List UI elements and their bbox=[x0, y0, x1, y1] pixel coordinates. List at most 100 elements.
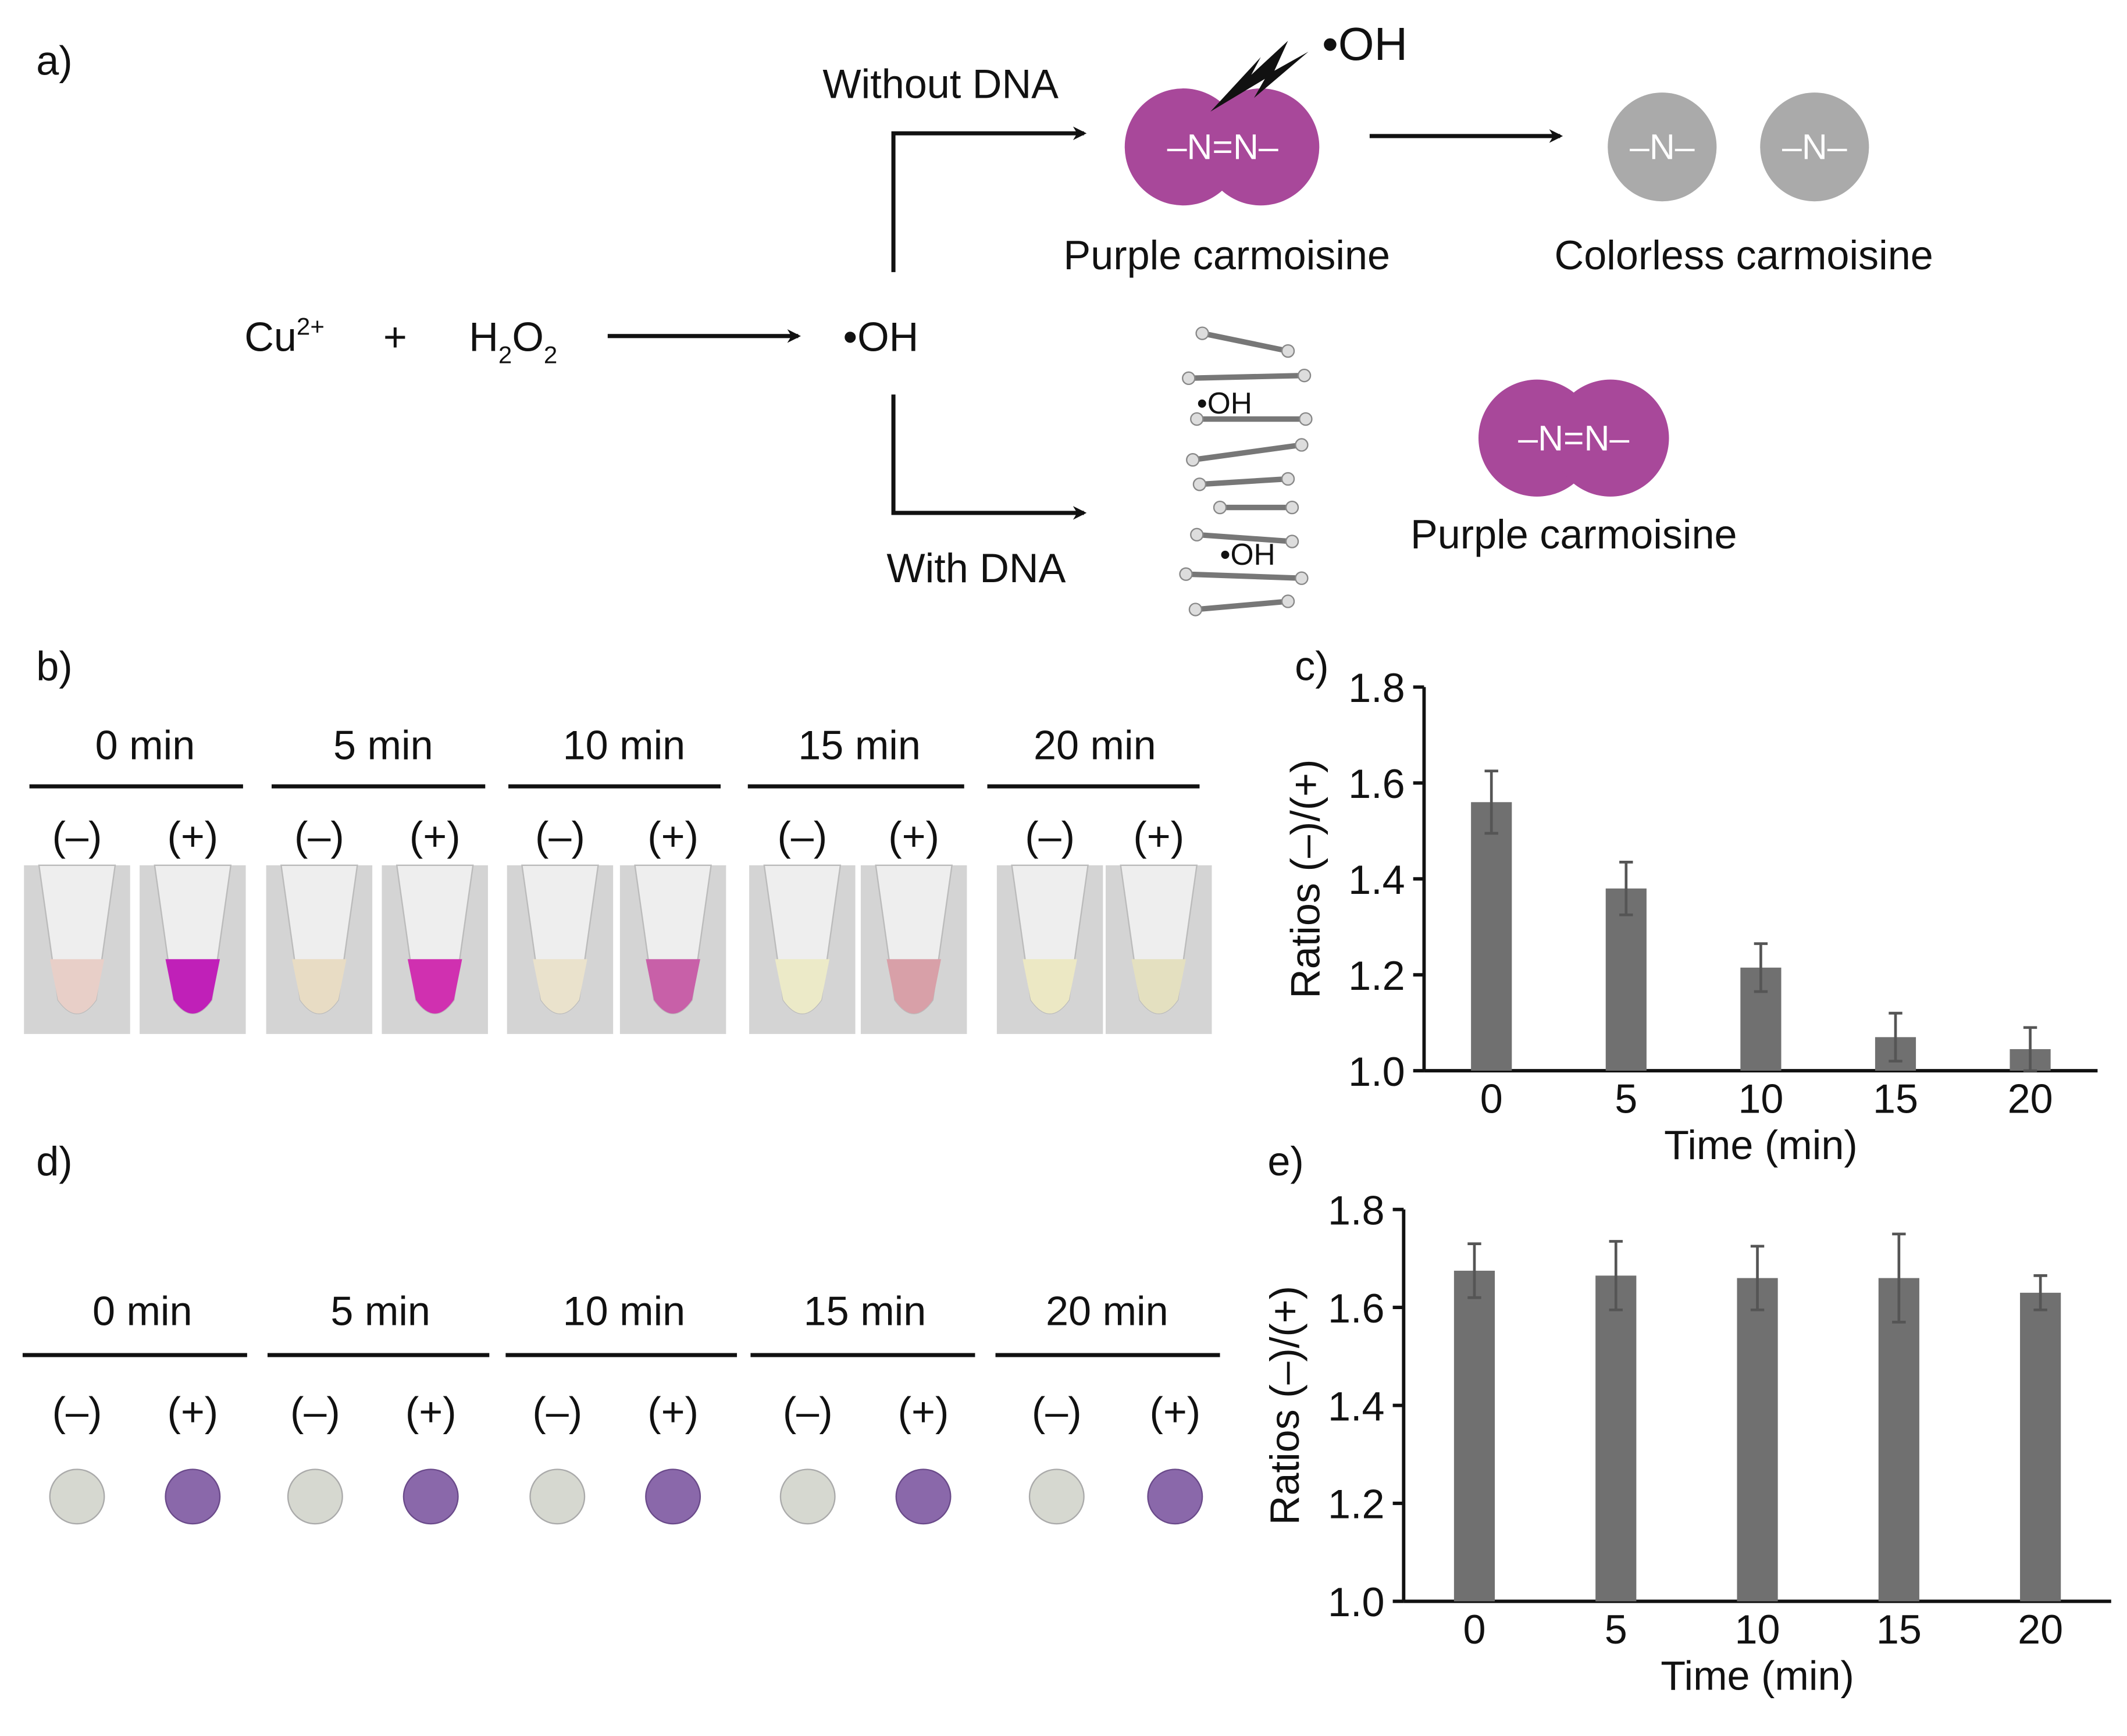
x-tick-label: 20 bbox=[2008, 1076, 2053, 1122]
y-tick-label: 1.2 bbox=[1348, 953, 1405, 999]
panel-label: b) bbox=[36, 643, 72, 689]
label: Purple carmoisine bbox=[1410, 511, 1737, 557]
arrow bbox=[891, 126, 1087, 272]
dna-base bbox=[1299, 412, 1313, 426]
spot bbox=[645, 1468, 701, 1525]
liquid bbox=[533, 959, 587, 1014]
dna-base bbox=[1285, 500, 1299, 515]
spot bbox=[49, 1468, 105, 1525]
fragment bbox=[1760, 92, 1869, 202]
dna-base bbox=[1295, 571, 1309, 585]
fragment-label: –N– bbox=[1630, 127, 1695, 167]
spot bbox=[1147, 1468, 1203, 1525]
x-tick-label: 5 bbox=[1605, 1606, 1627, 1652]
sign-label: (–) bbox=[783, 1389, 833, 1435]
sign-label: (+) bbox=[409, 813, 461, 859]
sign-label: (–) bbox=[52, 813, 102, 859]
time-label: 0 min bbox=[95, 722, 195, 768]
x-tick-label: 20 bbox=[2018, 1606, 2063, 1652]
sign-label: (–) bbox=[1032, 1389, 1082, 1435]
error-bar bbox=[1619, 861, 1633, 917]
panel-label: e) bbox=[1267, 1138, 1303, 1184]
y-tick-label: 1.6 bbox=[1348, 761, 1405, 807]
label: With DNA bbox=[886, 545, 1066, 591]
dna bbox=[1179, 326, 1313, 616]
label: Without DNA bbox=[822, 60, 1059, 106]
azo: –N=N– bbox=[1167, 127, 1278, 167]
label: Colorless carmoisine bbox=[1555, 232, 1933, 278]
sign-label: (–) bbox=[290, 1389, 340, 1435]
dna-base bbox=[1295, 438, 1309, 452]
sign-label: (+) bbox=[647, 1389, 699, 1435]
x-tick-label: 0 bbox=[1480, 1076, 1503, 1122]
sign-label: (+) bbox=[167, 1389, 218, 1435]
dna-rung bbox=[1192, 442, 1302, 463]
dna-base bbox=[1179, 567, 1193, 581]
radical: •OH bbox=[1322, 18, 1408, 70]
bar bbox=[1605, 888, 1647, 1071]
dna-rung bbox=[1188, 372, 1305, 382]
liquid bbox=[1131, 959, 1187, 1014]
dna-base bbox=[1192, 477, 1207, 491]
dna-rung bbox=[1196, 532, 1292, 544]
x-tick-label: 10 bbox=[1738, 1076, 1783, 1122]
panel-labels: a) b) c) d) e) bbox=[36, 38, 1328, 1185]
dna-base bbox=[1281, 594, 1295, 608]
y-tick-label: 1.2 bbox=[1328, 1481, 1385, 1527]
error-bar bbox=[1754, 942, 1768, 993]
time-label: 20 min bbox=[1034, 722, 1156, 768]
lightning bbox=[1210, 41, 1309, 112]
bar bbox=[1737, 1278, 1778, 1602]
y-tick-label: 1.4 bbox=[1328, 1383, 1385, 1429]
sign-label: (–) bbox=[532, 1389, 582, 1435]
sign-label: (+) bbox=[647, 813, 699, 859]
liquid bbox=[165, 959, 220, 1014]
time-label: 0 min bbox=[92, 1288, 193, 1334]
text: O bbox=[512, 314, 544, 360]
sign-label: (+) bbox=[167, 813, 218, 859]
molecule bbox=[1202, 88, 1320, 206]
text: 2+ bbox=[297, 312, 325, 340]
y-axis-label: Ratios (–)/(+) bbox=[1262, 1286, 1307, 1525]
dna-base bbox=[1297, 368, 1312, 383]
dna-rung bbox=[1202, 330, 1289, 354]
panel-label: a) bbox=[36, 38, 72, 84]
dna-base bbox=[1190, 412, 1204, 426]
sign-label: (–) bbox=[52, 1389, 102, 1435]
text: H bbox=[469, 314, 498, 360]
error-bar bbox=[1889, 1011, 1902, 1063]
liquid bbox=[886, 959, 941, 1014]
time-label: 15 min bbox=[804, 1288, 927, 1334]
sign-label: (–) bbox=[294, 813, 344, 859]
y-tick-label: 1.8 bbox=[1328, 1187, 1385, 1233]
time-label: 15 min bbox=[798, 722, 921, 768]
plus: + bbox=[383, 314, 407, 360]
sign-label: (+) bbox=[1149, 1389, 1200, 1435]
error-bar bbox=[2033, 1274, 2047, 1311]
dna-base bbox=[1182, 371, 1196, 386]
text: 2 bbox=[544, 341, 557, 369]
time-label: 10 min bbox=[563, 1288, 686, 1334]
x-tick-label: 15 bbox=[1873, 1076, 1918, 1122]
dna-base bbox=[1281, 472, 1295, 486]
fragment bbox=[1608, 92, 1717, 202]
sign-label: (+) bbox=[888, 813, 939, 859]
bar bbox=[1595, 1275, 1637, 1602]
spot bbox=[529, 1468, 586, 1525]
dna-rung bbox=[1199, 476, 1288, 487]
error-bar bbox=[1609, 1240, 1623, 1311]
y-tick-label: 1.0 bbox=[1328, 1579, 1385, 1625]
x-axis-label: Time (min) bbox=[1661, 1652, 1854, 1698]
y-tick-label: 1.4 bbox=[1348, 857, 1405, 903]
sign-label: (+) bbox=[1133, 813, 1184, 859]
bar bbox=[1471, 802, 1512, 1071]
x-tick-label: 5 bbox=[1615, 1076, 1637, 1122]
liquid bbox=[407, 959, 462, 1014]
charts: 1.0 1.2 1.4 1.6 1.8 0 5 10 15 20 Time (min) Ratios … bbox=[1262, 665, 2111, 1698]
dna-base bbox=[1186, 453, 1200, 467]
reactant: Cu2+ bbox=[244, 312, 325, 359]
liquid bbox=[292, 959, 347, 1014]
radical: •OH bbox=[1220, 537, 1276, 571]
spot bbox=[165, 1468, 221, 1525]
